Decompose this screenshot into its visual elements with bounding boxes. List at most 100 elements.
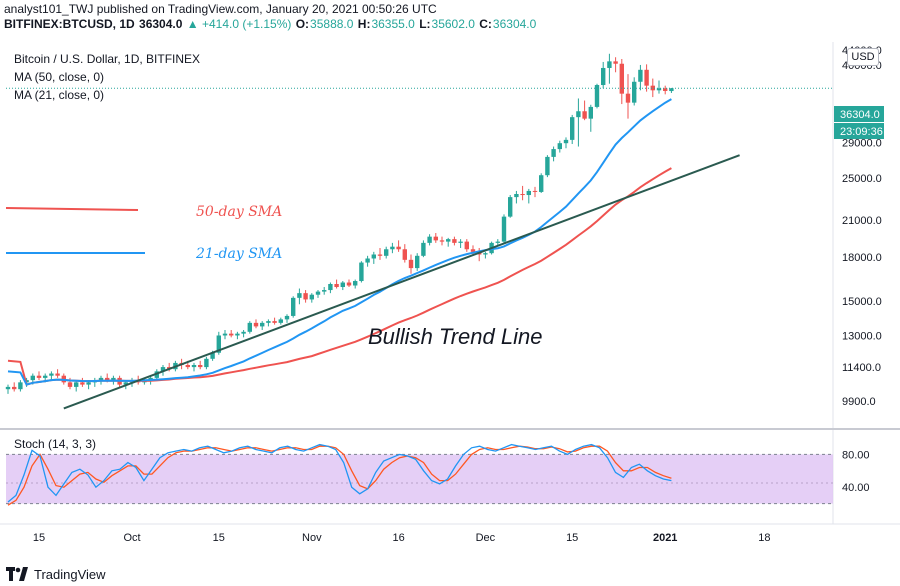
candle-body	[18, 382, 23, 390]
stoch-band	[6, 454, 833, 504]
candle-body	[576, 111, 581, 118]
candle-body	[415, 255, 420, 269]
candle-body	[322, 290, 327, 292]
candle-body	[98, 377, 104, 381]
currency-badge[interactable]: USD	[847, 48, 879, 66]
candle-body	[272, 321, 277, 323]
price-axis-label: 11400.0	[842, 362, 881, 374]
low-value: 35602.0	[431, 17, 475, 31]
candle-body	[433, 236, 438, 241]
change-value: ▲ +414.0 (+1.15%)	[186, 17, 292, 31]
candle-body	[669, 88, 674, 92]
candle-body	[526, 190, 531, 196]
open-value: 35888.0	[310, 17, 354, 31]
last-price: 36304.0	[139, 17, 183, 31]
time-axis-labels: 15 Oct 15 Nov 16 Dec 15 2021 18	[33, 532, 771, 544]
candle-body	[315, 291, 321, 295]
legend-ma21: MA (21, close, 0)	[14, 88, 105, 102]
publish-header: analyst101_TWJ published on TradingView.…	[4, 2, 537, 32]
price-axis-label: 25000.0	[842, 173, 882, 185]
candle-body	[359, 262, 364, 282]
candle-body	[111, 377, 116, 381]
candle-body	[235, 333, 240, 336]
candle-body	[551, 149, 556, 157]
candle-body	[458, 241, 463, 243]
candle-body	[588, 106, 593, 119]
stoch-d-line	[7, 445, 672, 506]
publisher-line: analyst101_TWJ published on TradingView.…	[4, 2, 437, 16]
candle-body	[55, 373, 60, 376]
footer-brand-text: TradingView	[34, 566, 106, 582]
candle-body	[446, 239, 451, 242]
candle-body	[377, 254, 383, 256]
candle-body	[334, 284, 339, 288]
countdown-tag: 23:09:36	[840, 126, 883, 138]
candle-body	[67, 382, 73, 387]
legend-ma50: MA (50, close, 0)	[14, 70, 105, 84]
candle-body	[638, 69, 643, 82]
candle-body	[297, 293, 302, 298]
candle-body	[371, 254, 376, 259]
candle-body	[105, 377, 110, 381]
candle-body	[74, 382, 79, 387]
candle-body	[557, 143, 562, 150]
price-axis-label: 15000.0	[842, 296, 882, 308]
candle-body	[396, 246, 401, 250]
candle-body	[222, 333, 228, 336]
candle-body	[284, 315, 290, 320]
candle-body	[204, 358, 209, 368]
candle-body	[229, 333, 234, 336]
candle-body	[470, 249, 476, 252]
candle-body	[5, 386, 11, 390]
time-axis-label: Dec	[476, 532, 496, 544]
lines-layer	[7, 98, 740, 410]
candle-body	[439, 240, 445, 242]
ohlc-line: BITFINEX:BTCUSD, 1D 36304.0 ▲ +414.0 (+1…	[4, 17, 537, 32]
footer-brand[interactable]: TradingView	[6, 562, 106, 586]
candle-body	[384, 249, 389, 256]
candle-body	[625, 93, 631, 103]
candle-body	[191, 364, 197, 368]
candle-body	[353, 281, 358, 286]
candle-body	[607, 61, 612, 68]
candle-body	[303, 293, 308, 300]
legend-title: Bitcoin / U.S. Dollar, 1D, BITFINEX	[14, 52, 201, 66]
candle-body	[421, 242, 426, 256]
symbol: BITFINEX:BTCUSD, 1D	[4, 17, 135, 31]
trend-annotation: Bullish Trend Line	[368, 324, 542, 349]
candle-body	[545, 156, 550, 176]
candle-body	[328, 284, 333, 291]
countdown-tag-bg	[834, 123, 884, 139]
candle-body	[241, 331, 246, 334]
candle-body	[570, 117, 575, 140]
high-label: H:	[357, 17, 371, 31]
candle-body	[43, 375, 48, 378]
time-axis-label: 18	[758, 532, 770, 544]
time-axis-label: 2021	[653, 532, 677, 544]
candle-body	[594, 85, 600, 107]
candle-body	[427, 236, 432, 243]
candle-body	[656, 88, 662, 91]
candle-body	[266, 321, 271, 323]
candle-body	[253, 322, 259, 327]
candle-body	[508, 197, 513, 217]
price-axis-label: 13000.0	[842, 330, 882, 342]
candle-body	[514, 193, 519, 198]
close-value: 36304.0	[492, 17, 537, 31]
candle-body	[30, 375, 35, 381]
price-tag: 36304.0	[840, 109, 880, 121]
stoch-label: Stoch (14, 3, 3)	[14, 437, 97, 451]
sma50-annotation: 50-day SMA	[196, 204, 282, 220]
trend-line	[63, 154, 740, 410]
tradingview-logo-icon	[6, 567, 28, 581]
time-axis-label: 16	[392, 532, 404, 544]
price-axis-labels: 40000.029000.025000.021000.018000.015000…	[842, 45, 882, 408]
candle-body	[49, 373, 54, 376]
price-axis-label: 9900.0	[842, 396, 876, 408]
candle-body	[340, 282, 345, 288]
price-axis-label: 21000.0	[842, 215, 882, 227]
candle-body	[12, 386, 17, 390]
main-legend: Bitcoin / U.S. Dollar, 1D, BITFINEX MA (…	[14, 50, 200, 104]
candle-body	[539, 175, 544, 192]
